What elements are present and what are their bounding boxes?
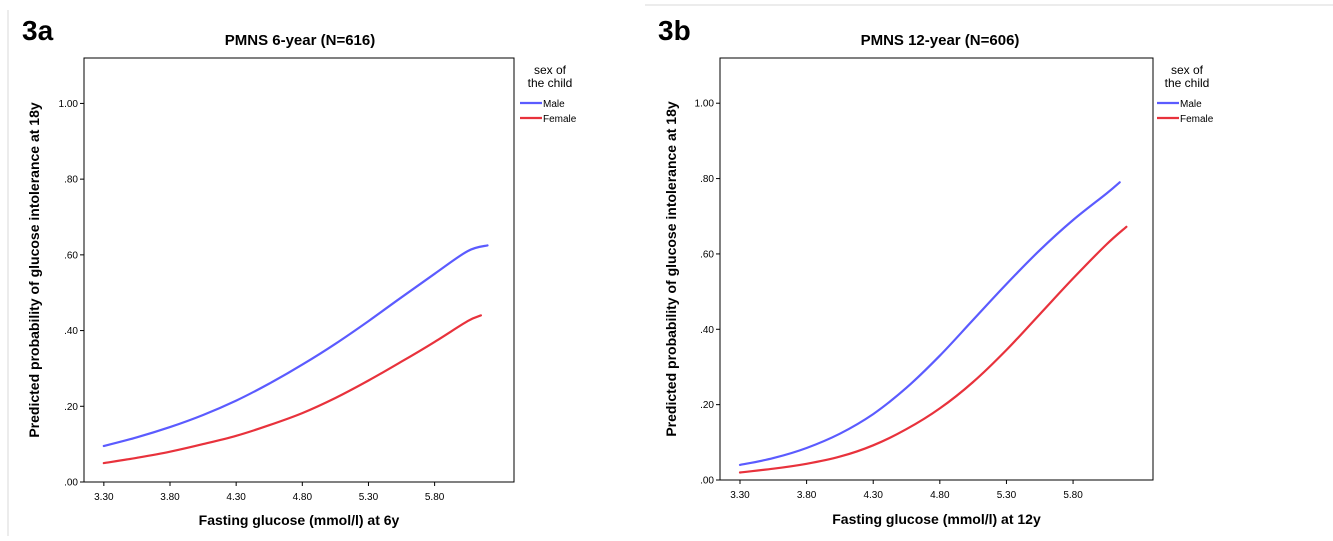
legend-title: sex of <box>534 63 567 77</box>
legend-label-female: Female <box>543 114 577 125</box>
series-line-female <box>738 225 1128 474</box>
series-line-male <box>738 181 1121 466</box>
x-tick-label: 4.30 <box>226 492 246 503</box>
y-tick-label: .40 <box>700 325 714 336</box>
y-tick-label: .00 <box>64 478 78 489</box>
x-tick-label: 3.80 <box>160 492 180 503</box>
y-tick-label: .80 <box>64 175 78 186</box>
legend-label-female: Female <box>1180 114 1214 125</box>
panel-label: 3a <box>22 15 54 46</box>
chart-title: PMNS 6-year (N=616) <box>225 32 375 49</box>
x-tick-label: 3.80 <box>797 490 817 501</box>
legend-label-male: Male <box>543 99 565 110</box>
x-tick-label: 4.30 <box>863 490 883 501</box>
y-tick-label: .40 <box>64 326 78 337</box>
panel-label: 3b <box>658 15 691 46</box>
x-axis-label: Fasting glucose (mmol/l) at 6y <box>199 512 400 528</box>
y-tick-label: 1.00 <box>695 99 715 110</box>
y-tick-label: .20 <box>64 402 78 413</box>
x-tick-label: 5.30 <box>997 490 1017 501</box>
y-tick-label: .00 <box>700 476 714 487</box>
x-tick-label: 5.80 <box>425 492 445 503</box>
chart-panel-1: 3a PMNS 6-year (N=616) .00 .20 .40 .60 .80 1.00… <box>22 15 577 528</box>
y-axis-label: Predicted probability of glucose intoler… <box>26 102 42 438</box>
y-tick-label: .60 <box>700 249 714 260</box>
y-tick-label: .80 <box>700 174 714 185</box>
series-line-female <box>102 314 482 465</box>
series-line-male <box>102 244 489 448</box>
plot-frame <box>719 57 1154 481</box>
x-tick-label: 5.30 <box>359 492 379 503</box>
x-tick-label: 3.30 <box>94 492 114 503</box>
x-tick-label: 3.30 <box>730 490 750 501</box>
chart-title: PMNS 12-year (N=606) <box>861 32 1020 49</box>
y-axis-label: Predicted probability of glucose intoler… <box>663 101 679 437</box>
y-tick-label: .20 <box>700 400 714 411</box>
x-tick-label: 5.80 <box>1063 490 1083 501</box>
x-axis-label: Fasting glucose (mmol/l) at 12y <box>832 511 1041 527</box>
legend-title: sex of <box>1171 63 1204 77</box>
legend-title: the child <box>1165 76 1210 90</box>
x-tick-label: 4.80 <box>293 492 313 503</box>
y-tick-label: 1.00 <box>59 99 79 110</box>
legend-label-male: Male <box>1180 99 1202 110</box>
chart-panel-2: 3b PMNS 12-year (N=606) .00 .20 .40 .60 .80 1.0… <box>658 15 1214 527</box>
x-tick-label: 4.80 <box>930 490 950 501</box>
plot-frame <box>83 57 515 483</box>
legend-title: the child <box>528 76 573 90</box>
y-tick-label: .60 <box>64 250 78 261</box>
